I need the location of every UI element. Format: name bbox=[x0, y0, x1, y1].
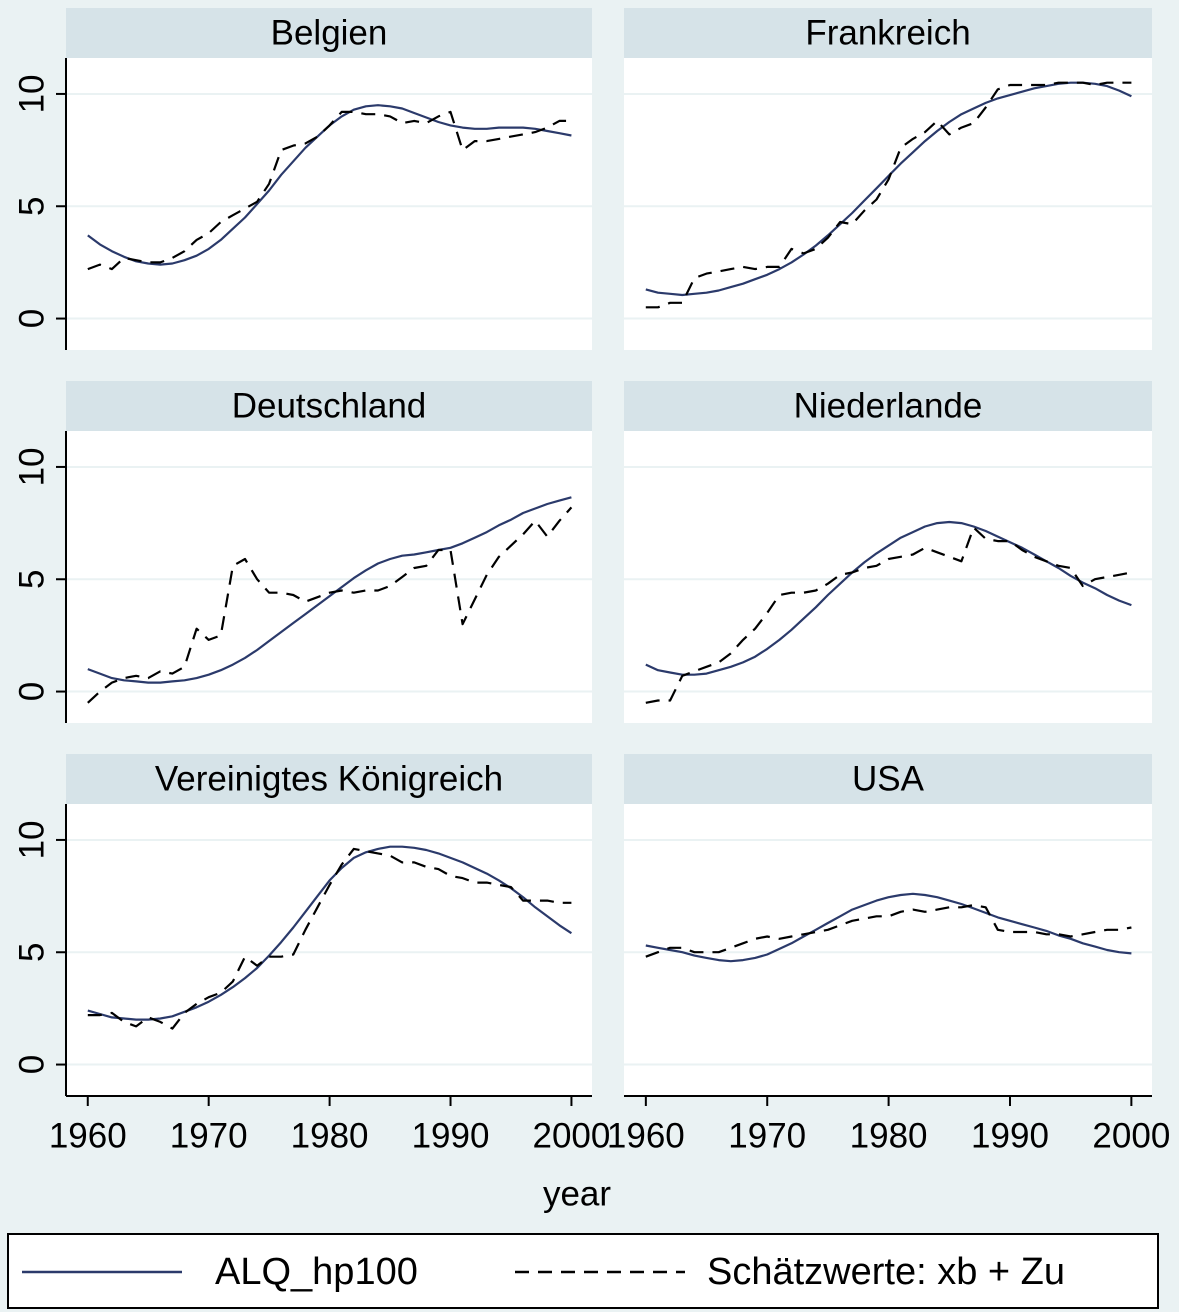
plot-area bbox=[66, 58, 592, 350]
series-line bbox=[87, 110, 572, 271]
series-line bbox=[645, 526, 1132, 704]
strip bbox=[624, 381, 1152, 431]
y-tick-label: 10 bbox=[12, 820, 51, 859]
strip bbox=[624, 8, 1152, 58]
x-tick-label: 1990 bbox=[971, 1116, 1049, 1155]
panel-title: Frankreich bbox=[805, 13, 970, 52]
legend-label: Schätzwerte: xb + Zu bbox=[707, 1251, 1065, 1293]
x-tick-label: 1980 bbox=[850, 1116, 928, 1155]
panel-title: Niederlande bbox=[794, 386, 983, 425]
plot-area bbox=[624, 58, 1152, 350]
panel-title: USA bbox=[852, 759, 925, 798]
y-tick-label: 0 bbox=[12, 309, 51, 328]
x-tick-label: 1970 bbox=[728, 1116, 806, 1155]
x-tick-label: 1990 bbox=[412, 1116, 490, 1155]
plot-area bbox=[624, 804, 1152, 1096]
strip bbox=[66, 381, 592, 431]
panel-title: Deutschland bbox=[232, 386, 427, 425]
x-tick-label: 1960 bbox=[49, 1116, 127, 1155]
strip bbox=[66, 754, 592, 804]
series-line bbox=[645, 81, 1132, 297]
x-tick-label: 1970 bbox=[170, 1116, 248, 1155]
x-tick-label: 2000 bbox=[533, 1116, 611, 1155]
y-tick-label: 5 bbox=[12, 197, 51, 216]
series-line bbox=[87, 847, 572, 1030]
y-tick-label: 10 bbox=[12, 74, 51, 113]
panel-title: Belgien bbox=[271, 13, 388, 52]
x-tick-label: 1960 bbox=[607, 1116, 685, 1155]
y-tick-label: 5 bbox=[12, 943, 51, 962]
series-line bbox=[87, 845, 573, 1021]
y-tick-label: 0 bbox=[12, 1055, 51, 1074]
plot-area bbox=[624, 431, 1152, 723]
legend-box bbox=[7, 1233, 1159, 1309]
x-tick-label: 2000 bbox=[1092, 1116, 1170, 1155]
panel-title: Vereinigtes Königreich bbox=[155, 759, 503, 798]
y-tick-label: 0 bbox=[12, 682, 51, 701]
plot-area bbox=[66, 431, 592, 723]
legend-label: ALQ_hp100 bbox=[215, 1251, 418, 1293]
y-tick-label: 10 bbox=[12, 447, 51, 486]
strip bbox=[66, 8, 592, 58]
x-axis-title: year bbox=[543, 1174, 611, 1213]
plot-area bbox=[66, 804, 592, 1096]
series-line bbox=[645, 892, 1132, 963]
series-line bbox=[87, 506, 573, 704]
y-tick-label: 5 bbox=[12, 570, 51, 589]
series-line bbox=[645, 81, 1132, 309]
strip bbox=[624, 754, 1152, 804]
series-line bbox=[645, 520, 1132, 676]
series-line bbox=[87, 496, 572, 684]
x-tick-label: 1980 bbox=[291, 1116, 369, 1155]
